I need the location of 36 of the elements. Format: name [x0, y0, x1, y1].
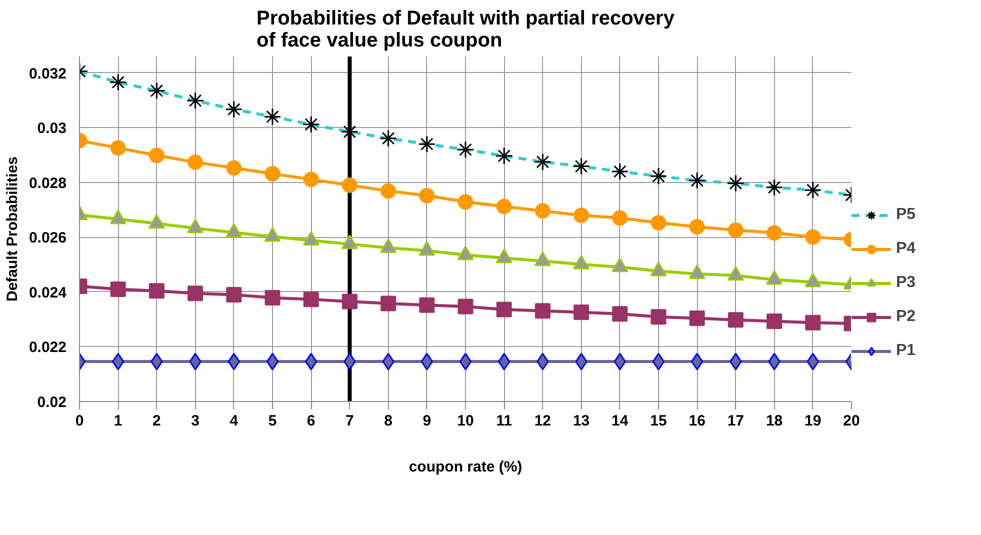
legend-label: P2: [896, 308, 916, 326]
x-tick-label: 10: [457, 412, 474, 430]
x-tick-label: 16: [688, 412, 706, 430]
x-tick-label: 2: [152, 412, 161, 430]
x-tick-label: 9: [422, 412, 432, 430]
x-tick-label: 17: [727, 412, 744, 430]
x-tick-label: 19: [804, 412, 822, 430]
x-tick-label: 4: [230, 412, 239, 430]
x-tick-label: 5: [268, 412, 277, 430]
y-tick-label: 0.028: [28, 174, 67, 192]
x-tick-label: 8: [384, 412, 392, 430]
y-axis-title: Default Probabilities: [4, 156, 21, 302]
legend-label: P4: [896, 240, 916, 258]
y-tick-label: 0.032: [28, 65, 67, 82]
legend-label: P5: [896, 206, 916, 224]
y-tick-label: 0.024: [28, 284, 68, 302]
x-tick-label: 14: [612, 412, 629, 430]
x-tick-label: 13: [572, 412, 590, 430]
x-tick-label: 3: [191, 412, 200, 430]
x-tick-label: 0: [75, 412, 84, 430]
x-axis-title: coupon rate (%): [408, 458, 522, 476]
x-tick-label: 6: [306, 412, 316, 430]
y-tick-label: 0.02: [37, 394, 67, 411]
x-tick-label: 15: [650, 412, 667, 430]
y-tick-label: 0.026: [28, 230, 67, 247]
legend-label: P3: [896, 274, 916, 292]
y-tick-label: 0.03: [37, 120, 67, 138]
x-tick-label: 7: [346, 412, 354, 430]
chart-title: Probabilities of Default with partial recovery of face value plus coupon: [256, 8, 676, 52]
x-tick-label: 20: [843, 412, 860, 430]
x-tick-label: 11: [496, 412, 512, 430]
x-tick-label: 12: [534, 412, 552, 430]
x-tick-label: 1: [114, 412, 122, 430]
x-tick-label: 18: [766, 412, 783, 430]
y-tick-label: 0.022: [28, 339, 67, 356]
legend-label: P1: [896, 342, 916, 360]
